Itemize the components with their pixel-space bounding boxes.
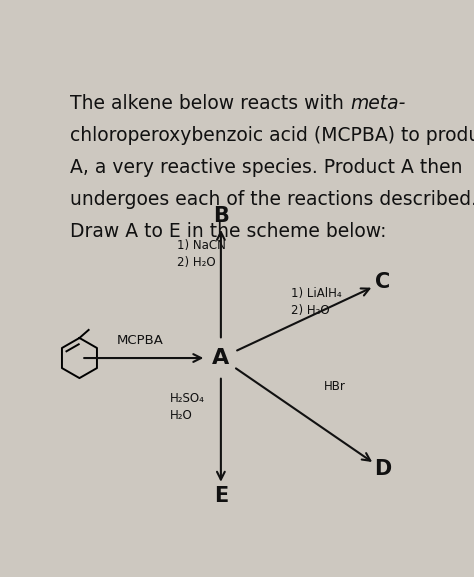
- Text: E: E: [214, 486, 228, 506]
- Text: Draw A to E in the scheme below:: Draw A to E in the scheme below:: [70, 222, 387, 241]
- Text: undergoes each of the reactions described.: undergoes each of the reactions describe…: [70, 190, 474, 209]
- Text: HBr: HBr: [324, 380, 346, 394]
- Text: MCPBA: MCPBA: [117, 334, 164, 347]
- Text: A, a very reactive species. Product A then: A, a very reactive species. Product A th…: [70, 158, 463, 177]
- Text: chloroperoxybenzoic acid (MCPBA) to produce: chloroperoxybenzoic acid (MCPBA) to prod…: [70, 126, 474, 145]
- Text: The alkene below reacts with: The alkene below reacts with: [70, 93, 350, 113]
- Text: meta-: meta-: [350, 93, 406, 113]
- Text: B: B: [213, 206, 229, 226]
- Text: D: D: [374, 459, 391, 479]
- Text: H₂SO₄
H₂O: H₂SO₄ H₂O: [169, 392, 204, 422]
- Text: 1) NaCN
2) H₂O: 1) NaCN 2) H₂O: [177, 239, 226, 269]
- Text: 1) LiAlH₄
2) H₂O: 1) LiAlH₄ 2) H₂O: [291, 287, 341, 317]
- Text: C: C: [375, 272, 390, 293]
- Text: A: A: [212, 348, 229, 368]
